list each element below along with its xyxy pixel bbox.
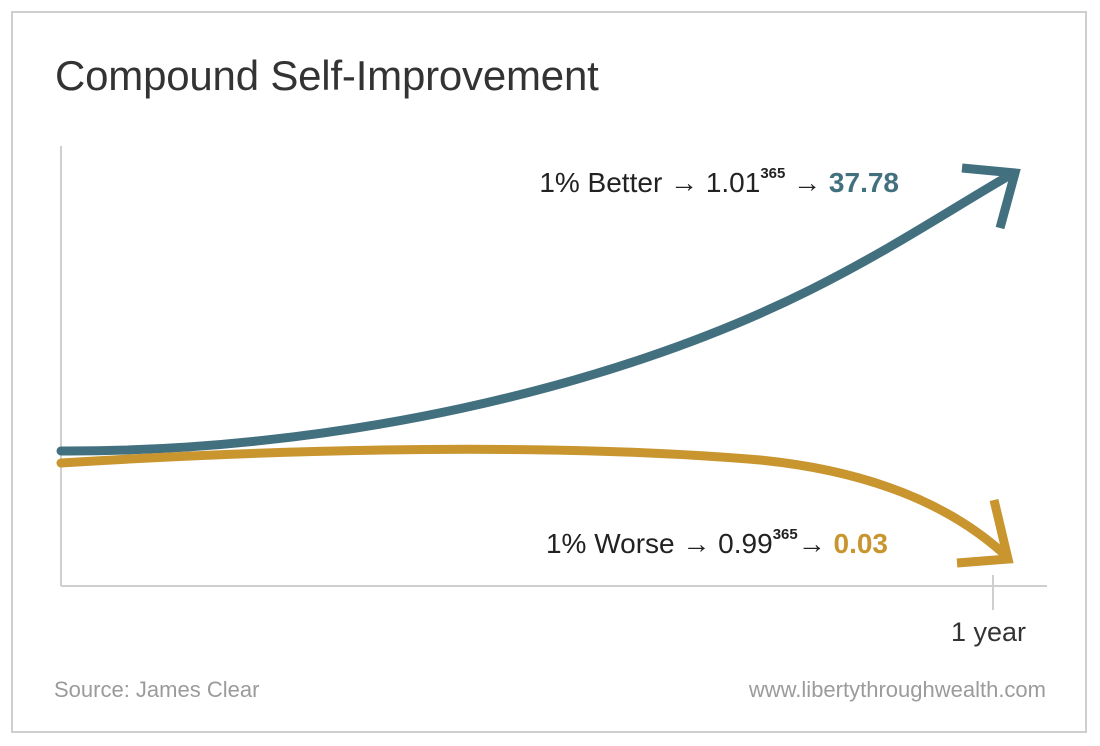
better-label-text: 1% Better → 1.01 — [539, 167, 761, 198]
worse-label-text: 1% Worse → 0.99 — [545, 528, 773, 559]
series-line-worse — [56, 444, 1008, 558]
better-label-arrow: → — [785, 167, 829, 198]
chart-frame — [11, 11, 1087, 733]
website-credit: www.libertythroughwealth.com — [748, 677, 1046, 702]
worse-final-value: 0.03 — [833, 528, 889, 559]
source-credit: Source: James Clear — [54, 677, 260, 702]
series-label-worse: 1% Worse → 0.99365→ 0.03 — [545, 525, 889, 560]
series-label-better: 1% Better → 1.01365 → 37.78 — [539, 164, 899, 199]
series-arrowhead-better — [961, 163, 1021, 230]
x-tick-label: 1 year — [951, 617, 1027, 647]
worse-exponent: 365 — [772, 525, 798, 543]
series-line-better — [56, 173, 1010, 456]
better-exponent: 365 — [760, 164, 786, 182]
chart-title: Compound Self-Improvement — [55, 52, 599, 99]
better-final-value: 37.78 — [828, 167, 899, 198]
series-arrowhead-worse — [956, 498, 1014, 568]
worse-label-arrow: → — [797, 528, 834, 559]
